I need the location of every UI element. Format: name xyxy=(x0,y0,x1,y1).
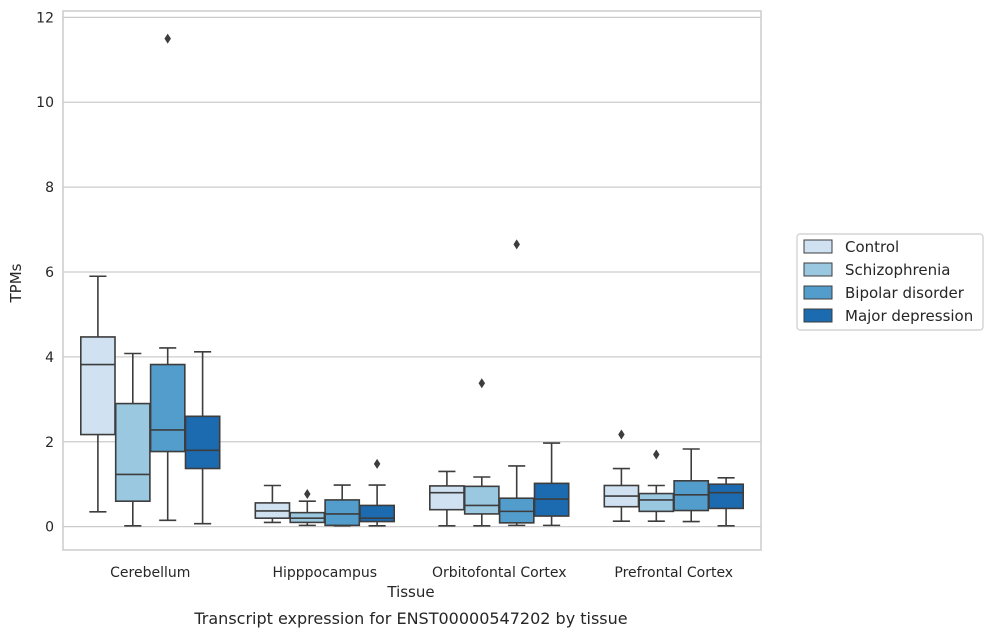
x-tick-label-hipppocampus: Hipppocampus xyxy=(272,565,377,581)
x-tick-label-cerebellum: Cerebellum xyxy=(110,565,190,581)
box-control-orbitofontal-cortex xyxy=(428,470,465,527)
box-major-depression-prefrontal-cortex xyxy=(708,477,745,527)
box-bipolar-disorder-orbitofontal-cortex xyxy=(498,239,535,527)
box-bipolar-disorder-cerebellum xyxy=(149,33,186,522)
box-iqr xyxy=(428,485,465,511)
box-control-hipppocampus xyxy=(254,484,291,524)
box-control-cerebellum xyxy=(79,275,116,513)
legend-label-bipolar-disorder: Bipolar disorder xyxy=(845,284,965,302)
x-tick-label-orbitofontal-cortex: Orbitofontal Cortex xyxy=(432,565,567,581)
box-schizophrenia-prefrontal-cortex xyxy=(638,449,675,522)
box-iqr xyxy=(673,480,710,512)
legend-label-major-depression: Major depression xyxy=(845,307,973,325)
y-tick-label: 12 xyxy=(36,10,54,26)
box-bipolar-disorder-prefrontal-cortex xyxy=(673,448,710,523)
legend-label-schizophrenia: Schizophrenia xyxy=(845,261,950,279)
outlier-point xyxy=(304,488,311,499)
box-plots xyxy=(79,33,745,527)
box-iqr xyxy=(184,415,221,470)
legend-label-control: Control xyxy=(845,238,899,256)
y-tick-label: 2 xyxy=(45,435,54,451)
y-tick-label: 6 xyxy=(45,265,54,281)
outlier-point xyxy=(653,449,660,460)
outlier-point xyxy=(618,429,625,440)
box-iqr xyxy=(498,497,535,524)
legend-swatch-schizophrenia xyxy=(803,262,833,277)
box-iqr xyxy=(708,483,745,510)
box-iqr xyxy=(359,504,396,523)
y-tick-label: 8 xyxy=(45,180,54,196)
x-tick-label-prefrontal-cortex: Prefrontal Cortex xyxy=(614,565,733,581)
y-tick-label: 10 xyxy=(36,95,54,111)
plot-frame xyxy=(62,10,762,551)
box-iqr xyxy=(114,402,151,502)
outlier-point xyxy=(478,378,486,389)
y-tick-label: 0 xyxy=(45,520,54,536)
box-iqr xyxy=(324,499,361,527)
y-axis-title: TPMs xyxy=(7,263,25,303)
x-tick-labels: Cerebellum Hipppocampus Orbitofontal Corte… xyxy=(110,565,733,581)
legend: Control Schizophrenia Bipolar disorder Majo… xyxy=(796,233,984,331)
box-major-depression-orbitofontal-cortex xyxy=(533,442,570,527)
box-iqr xyxy=(79,336,116,436)
outlier-point xyxy=(513,239,520,250)
box-control-prefrontal-cortex xyxy=(603,429,640,522)
box-schizophrenia-hipppocampus xyxy=(289,488,326,527)
legend-frame xyxy=(796,233,984,331)
legend-swatch-bipolar-disorder xyxy=(803,285,833,300)
legend-swatch-major-depression xyxy=(803,308,833,323)
box-major-depression-cerebellum xyxy=(184,351,221,525)
box-iqr xyxy=(638,492,675,513)
outlier-point xyxy=(373,458,381,469)
legend-swatch-control xyxy=(803,239,833,254)
chart-caption: Transcript expression for ENST0000054720… xyxy=(193,609,627,628)
outlier-point xyxy=(164,33,171,44)
box-major-depression-hipppocampus xyxy=(359,458,396,527)
x-axis-title: Tissue xyxy=(386,583,434,601)
y-tick-labels: 0 2 4 6 8 10 12 xyxy=(36,10,54,535)
box-iqr xyxy=(149,363,186,453)
box-bipolar-disorder-hipppocampus xyxy=(324,484,361,527)
box-iqr xyxy=(463,485,500,515)
box-schizophrenia-orbitofontal-cortex xyxy=(463,378,500,527)
y-tick-label: 4 xyxy=(45,350,54,366)
box-schizophrenia-cerebellum xyxy=(114,352,151,527)
